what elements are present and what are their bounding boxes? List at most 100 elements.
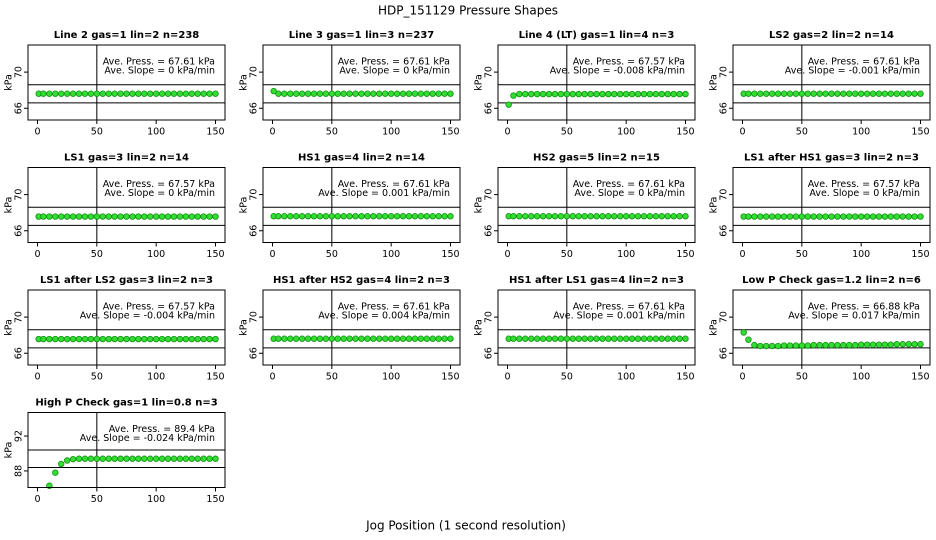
data-point	[105, 335, 112, 343]
data-point	[893, 213, 900, 220]
data-point	[188, 90, 195, 97]
data-point	[206, 213, 213, 220]
data-point	[387, 335, 395, 342]
data-point	[905, 213, 912, 220]
data-point	[141, 90, 148, 97]
data-point	[533, 90, 541, 98]
data-point	[135, 90, 142, 97]
x-tick-label: 100	[147, 127, 165, 138]
data-point	[170, 455, 178, 462]
data-point	[893, 341, 900, 348]
data-point	[69, 90, 77, 97]
annotation: Ave. Press. = 67.57 kPa	[808, 179, 920, 190]
data-point	[58, 213, 65, 220]
data-point	[40, 335, 47, 343]
data-point	[81, 90, 89, 97]
panel-title: LS1 gas=3 lin=2 n=14	[64, 153, 189, 164]
data-point	[757, 90, 764, 97]
data-point	[828, 213, 835, 220]
x-tick-label: 50	[561, 372, 573, 383]
data-point	[346, 90, 353, 97]
x-tick-label: 100	[617, 127, 635, 138]
data-point	[293, 335, 300, 342]
data-point	[581, 335, 588, 342]
panel: Low P Check gas=1.2 lin=2 n=6 kPa 66 70 0 50 1…	[709, 275, 931, 383]
y-tick-label: 66	[484, 225, 495, 237]
data-point	[123, 90, 130, 97]
data-point	[117, 213, 124, 220]
data-point	[275, 90, 282, 97]
data-point	[376, 213, 383, 220]
data-point	[640, 335, 648, 342]
annotation: Ave. Press. = 66.88 kPa	[808, 302, 920, 313]
x-tick-label: 100	[382, 249, 400, 260]
data-point	[569, 213, 576, 220]
data-point	[893, 90, 900, 97]
y-tick-label: 66	[484, 347, 495, 359]
data-point	[757, 342, 764, 350]
plot-frame	[497, 44, 696, 121]
data-point	[99, 90, 106, 97]
data-point	[358, 90, 365, 97]
data-point	[447, 213, 454, 220]
data-point	[447, 335, 454, 342]
y-axis-label: kPa	[4, 442, 15, 459]
data-point	[551, 335, 559, 342]
data-point	[875, 90, 883, 97]
plot-frame	[732, 167, 931, 243]
data-point	[822, 341, 829, 349]
data-point	[887, 341, 895, 348]
data-point	[63, 335, 71, 343]
data-point	[158, 90, 166, 97]
data-point	[751, 213, 758, 220]
x-tick-label: 100	[382, 372, 400, 383]
data-point	[405, 213, 413, 220]
y-tick-label: 66	[719, 225, 730, 237]
x-tick-label: 0	[34, 372, 40, 383]
data-point	[652, 335, 660, 342]
panel-title: HS1 gas=4 lin=2 n=14	[298, 153, 425, 164]
data-point	[382, 213, 389, 220]
data-point	[622, 90, 630, 98]
data-point	[382, 90, 389, 97]
data-point	[863, 213, 871, 220]
data-point	[510, 92, 517, 99]
data-point	[911, 341, 918, 348]
data-point	[516, 213, 523, 220]
data-point	[310, 90, 318, 97]
x-tick-label: 50	[326, 372, 338, 383]
data-point	[310, 213, 318, 220]
data-point	[768, 213, 776, 220]
data-point	[417, 335, 425, 342]
data-point	[46, 213, 53, 220]
data-point	[346, 335, 353, 342]
plot-frame	[27, 412, 226, 488]
data-point	[40, 90, 47, 97]
data-point	[287, 213, 294, 220]
x-tick-label: 0	[34, 127, 40, 138]
data-point	[322, 335, 330, 342]
data-point	[152, 90, 160, 97]
y-axis-label: kPa	[4, 74, 15, 91]
y-tick-label: 66	[249, 347, 260, 359]
data-point	[81, 455, 89, 462]
data-point	[117, 90, 124, 97]
panel: LS2 gas=2 lin=2 n=14 kPa 66 70 0 50 100 150 Ave.…	[709, 30, 931, 138]
data-point	[52, 469, 59, 476]
data-point	[664, 213, 671, 220]
data-point	[510, 335, 517, 342]
data-point	[539, 335, 547, 342]
data-point	[129, 213, 136, 220]
data-point	[834, 90, 841, 97]
data-point	[587, 90, 594, 98]
y-tick-label: 70	[484, 311, 495, 323]
x-tick-label: 150	[441, 249, 459, 260]
data-point	[164, 90, 172, 97]
annotation: Ave. Press. = 67.61 kPa	[808, 57, 920, 68]
data-point	[774, 213, 782, 220]
x-tick-label: 50	[326, 127, 338, 138]
data-point	[69, 455, 77, 463]
data-point	[200, 90, 207, 97]
data-point	[93, 455, 101, 462]
x-tick-label: 50	[326, 249, 338, 260]
